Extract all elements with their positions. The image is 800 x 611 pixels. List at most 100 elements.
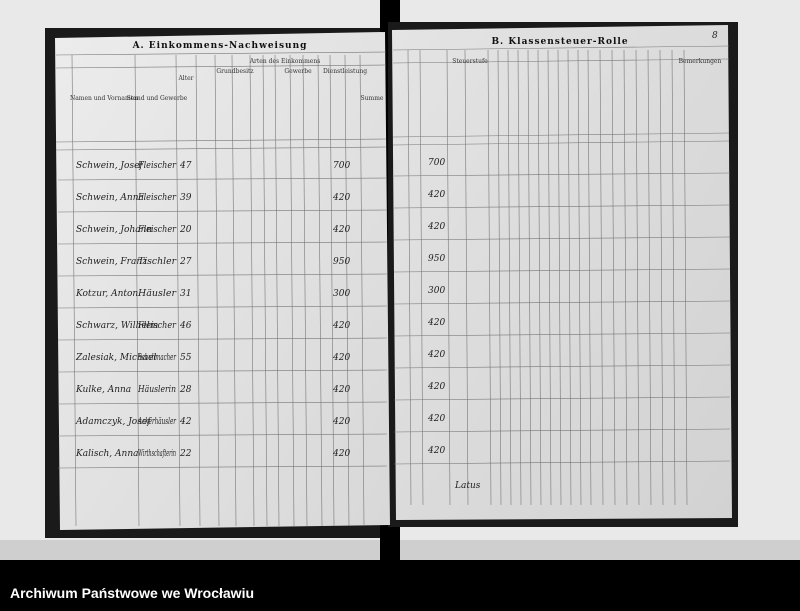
income: 700 xyxy=(333,161,350,171)
row-rule xyxy=(392,140,730,146)
assessed-income: 700 xyxy=(428,158,445,168)
row-rule xyxy=(55,51,387,56)
age: 28 xyxy=(179,385,192,395)
column-rule xyxy=(567,49,572,506)
name: Schwein, Johann xyxy=(76,225,152,235)
header: Grundbesitz xyxy=(216,68,253,75)
income: 950 xyxy=(333,257,350,267)
age: 31 xyxy=(180,289,191,299)
assessed-income: 420 xyxy=(427,382,445,392)
assessed-income: 420 xyxy=(427,222,445,232)
name: Schwein, Josef xyxy=(76,161,144,171)
column-rule xyxy=(497,49,502,506)
name: Schwarz, Wilhelm xyxy=(76,321,158,331)
row-rule xyxy=(55,138,387,143)
income: 420 xyxy=(332,225,350,235)
occupation: Fleischer xyxy=(137,225,177,235)
column-rule xyxy=(446,49,451,506)
column-rule xyxy=(507,49,512,506)
column-rule xyxy=(647,49,652,506)
name: Zalesiak, Michael xyxy=(75,353,156,363)
row-rule xyxy=(57,369,388,373)
column-rule xyxy=(289,54,295,527)
age: 46 xyxy=(179,321,192,331)
age: 20 xyxy=(179,225,192,235)
row-rule xyxy=(393,332,731,337)
column-rule xyxy=(599,49,604,506)
age: 27 xyxy=(179,257,192,267)
footer-bar xyxy=(0,560,800,611)
income: 420 xyxy=(332,353,350,363)
column-rule xyxy=(249,54,255,527)
assessed-income: 300 xyxy=(428,286,445,296)
occupation: Ackerhäusler xyxy=(137,417,176,427)
column-rule xyxy=(262,54,268,527)
name: Schwein, Franz xyxy=(76,257,147,267)
row-rule xyxy=(393,460,731,465)
row-rule xyxy=(57,337,388,341)
row-rule xyxy=(393,396,731,401)
row-rule xyxy=(57,273,388,277)
column-rule xyxy=(659,49,664,506)
income: 420 xyxy=(332,417,350,427)
header: Summe xyxy=(361,95,384,102)
row-rule xyxy=(393,364,731,369)
column-rule xyxy=(487,49,492,506)
header: Arten des Einkommens xyxy=(249,58,321,65)
column-rule xyxy=(464,49,469,506)
row-rule xyxy=(392,132,730,138)
column-rule xyxy=(344,54,350,527)
column-rule xyxy=(134,54,140,527)
column-rule xyxy=(419,49,424,506)
name: Schwein, Anna xyxy=(76,193,144,203)
row-rule xyxy=(55,146,387,151)
column-rule xyxy=(527,49,532,506)
latus: Latus xyxy=(454,481,481,491)
row-rule xyxy=(57,177,388,181)
header: Bemerkungen xyxy=(679,58,722,65)
occupation: Fleischer xyxy=(137,193,177,203)
left-title: A. Einkommens-Nachweisung xyxy=(132,41,308,51)
occupation: Wirthschafterin xyxy=(138,449,176,459)
row-rule xyxy=(57,433,388,437)
income: 420 xyxy=(332,321,350,331)
row-rule xyxy=(57,465,388,469)
right-page xyxy=(392,25,732,520)
row-rule xyxy=(57,241,388,245)
column-rule xyxy=(317,54,323,527)
income: 300 xyxy=(333,289,350,299)
row-rule xyxy=(393,300,731,305)
column-rule xyxy=(359,54,365,527)
name: Kulke, Anna xyxy=(75,385,131,395)
column-rule xyxy=(587,49,592,506)
income: 420 xyxy=(332,385,350,395)
column-rule xyxy=(623,49,628,506)
column-rule xyxy=(274,54,280,527)
row-rule xyxy=(57,209,388,213)
column-rule xyxy=(407,49,412,506)
column-rule xyxy=(71,54,77,527)
archive-name: Archiwum Państwowe we Wrocławiu xyxy=(10,585,254,601)
column-rule xyxy=(175,54,181,527)
column-rule xyxy=(635,49,640,506)
occupation: Häuslerin xyxy=(137,385,176,395)
occupation: Fleischer xyxy=(137,321,177,331)
occupation: Schuhmacher xyxy=(138,353,176,363)
age: 39 xyxy=(180,193,192,203)
column-rule xyxy=(547,49,552,506)
right-title: B. Klassensteuer-Rolle xyxy=(491,37,628,47)
column-rule xyxy=(611,49,616,506)
row-rule xyxy=(393,236,731,241)
assessed-income: 420 xyxy=(427,190,445,200)
column-rule xyxy=(302,54,308,527)
assessed-income: 950 xyxy=(428,254,445,264)
row-rule xyxy=(392,45,730,51)
assessed-income: 420 xyxy=(427,318,445,328)
assessed-income: 420 xyxy=(427,350,445,360)
occupation: Tischler xyxy=(138,257,177,267)
assessed-income: 420 xyxy=(427,446,445,456)
row-rule xyxy=(393,204,731,209)
column-rule xyxy=(329,54,335,527)
